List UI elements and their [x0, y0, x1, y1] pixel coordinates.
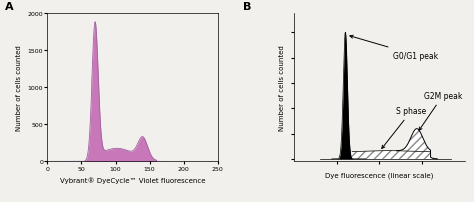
Text: G2M peak: G2M peak [419, 92, 462, 131]
Y-axis label: Number of cells counted: Number of cells counted [279, 45, 284, 130]
X-axis label: Dye fluorescence (linear scale): Dye fluorescence (linear scale) [325, 171, 434, 178]
Text: B: B [243, 2, 252, 12]
Text: A: A [5, 2, 13, 12]
Text: S phase: S phase [382, 107, 427, 149]
X-axis label: Vybrant® DyeCycle™ Violet fluorescence: Vybrant® DyeCycle™ Violet fluorescence [60, 176, 205, 183]
Y-axis label: Number of cells counted: Number of cells counted [16, 45, 22, 130]
Text: G0/G1 peak: G0/G1 peak [350, 36, 438, 60]
